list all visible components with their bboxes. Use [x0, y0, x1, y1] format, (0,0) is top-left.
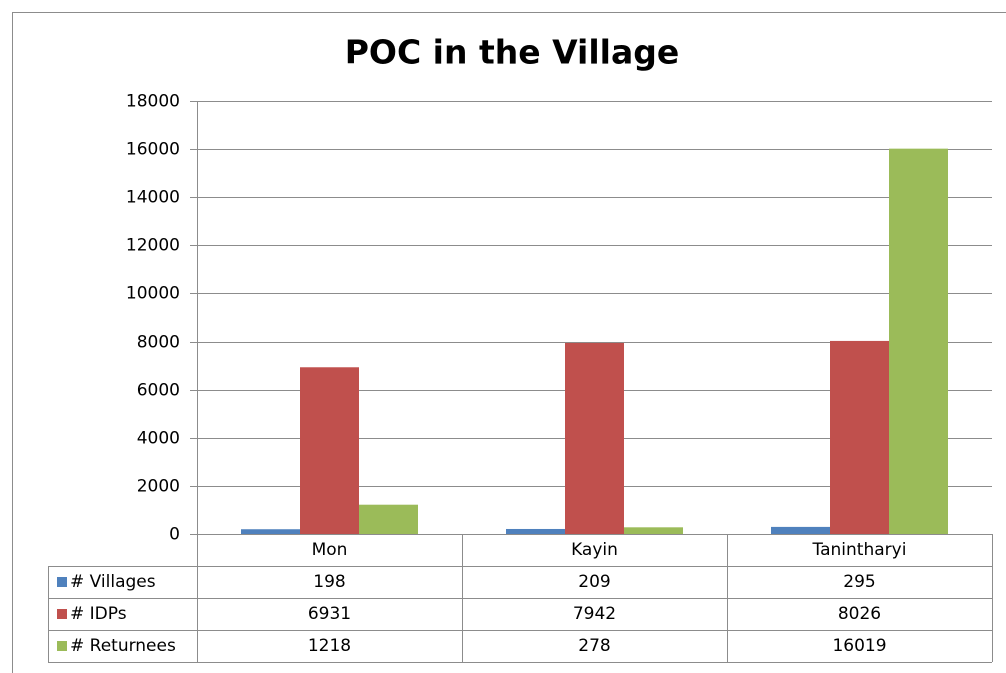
- table-value: 295: [843, 572, 875, 592]
- bar: [771, 526, 830, 534]
- y-tick-label: 8000: [137, 333, 180, 353]
- bar: [889, 148, 948, 534]
- x-tick-label: Mon: [312, 540, 348, 560]
- bar: [300, 367, 359, 534]
- table-value: 209: [578, 572, 610, 592]
- y-tick-label: 14000: [126, 188, 180, 208]
- bar: [830, 340, 889, 534]
- bar: [359, 504, 418, 534]
- y-tick-label: 12000: [126, 236, 180, 256]
- y-tick-label: 16000: [126, 140, 180, 160]
- chart-title: POC in the Village: [345, 33, 680, 72]
- legend-key: [57, 609, 67, 619]
- legend-label: # Villages: [70, 572, 156, 592]
- legend-label: # Returnees: [70, 636, 176, 656]
- table-value: 16019: [832, 636, 886, 656]
- table-value: 8026: [838, 604, 881, 624]
- table-value: 6931: [308, 604, 351, 624]
- y-tick-label: 6000: [137, 381, 180, 401]
- table-value: 278: [578, 636, 610, 656]
- x-tick-label: Kayin: [571, 540, 618, 560]
- legend-key: [57, 641, 67, 651]
- table-value: 1218: [308, 636, 351, 656]
- y-tick-label: 0: [169, 525, 180, 545]
- legend-key: [57, 577, 67, 587]
- bar: [624, 527, 683, 534]
- y-tick-label: 4000: [137, 429, 180, 449]
- y-tick-label: 2000: [137, 477, 180, 497]
- x-tick-label: Tanintharyi: [812, 540, 907, 560]
- bar: [565, 342, 624, 534]
- y-tick-label: 10000: [126, 284, 180, 304]
- y-tick-label: 18000: [126, 92, 180, 112]
- bar: [506, 528, 565, 534]
- bar: [241, 529, 300, 534]
- table-value: 7942: [573, 604, 616, 624]
- table-value: 198: [313, 572, 345, 592]
- legend-label: # IDPs: [70, 604, 127, 624]
